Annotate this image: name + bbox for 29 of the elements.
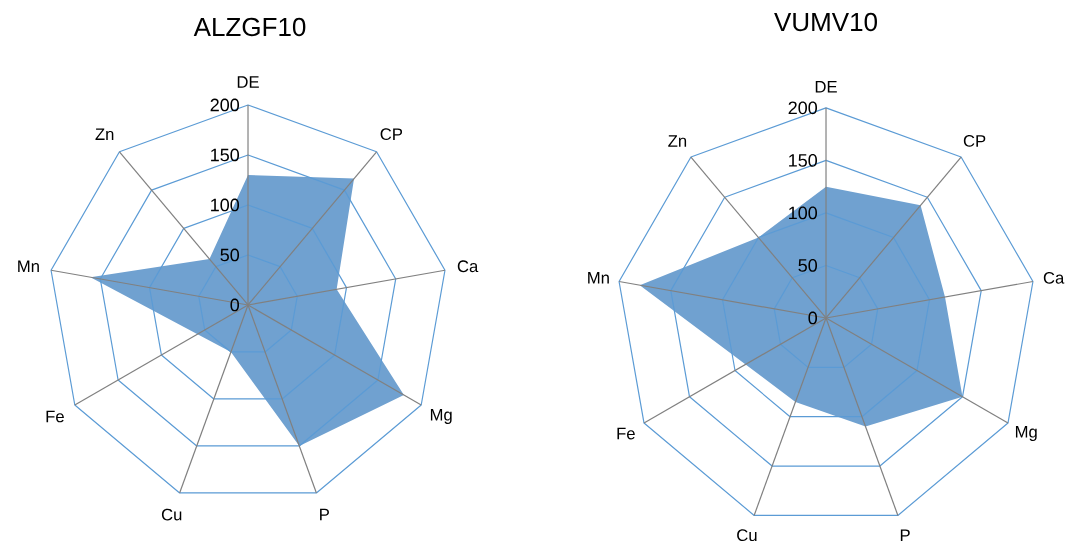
spoke-label: Cu bbox=[161, 508, 182, 521]
y-tick-label: 150 bbox=[789, 154, 818, 167]
spoke-label: Ca bbox=[1043, 271, 1065, 284]
spoke-label: Mg bbox=[1015, 426, 1037, 442]
spoke-label: Fe bbox=[46, 410, 64, 423]
spoke-label: Zn bbox=[668, 135, 687, 147]
y-tick-label: 0 bbox=[230, 298, 240, 312]
y-tick-label: 50 bbox=[220, 248, 240, 262]
spoke-label: Mg bbox=[430, 409, 452, 424]
spoke-label: Mn bbox=[18, 260, 39, 272]
spoke-label: Mn bbox=[588, 272, 609, 284]
spoke-label: CP bbox=[963, 135, 986, 147]
spoke-label: Ca bbox=[457, 260, 479, 273]
spoke-label: CP bbox=[380, 128, 403, 141]
chart-title: ALZGF10 bbox=[193, 17, 306, 37]
spoke-label: DE bbox=[237, 76, 259, 88]
spoke-label: Zn bbox=[95, 128, 114, 140]
spoke-label: P bbox=[320, 508, 329, 521]
y-tick-label: 100 bbox=[789, 206, 818, 220]
y-tick-label: 150 bbox=[211, 148, 240, 162]
y-tick-label: 200 bbox=[210, 98, 240, 112]
spoke-label: P bbox=[900, 529, 910, 541]
y-tick-label: 50 bbox=[798, 259, 818, 272]
y-tick-label: 0 bbox=[808, 311, 818, 325]
spoke-label: DE bbox=[815, 81, 837, 93]
spoke-label: Fe bbox=[617, 427, 635, 440]
y-tick-label: 200 bbox=[788, 101, 818, 115]
spoke-label: Cu bbox=[737, 529, 757, 542]
chart-title: VUMV10 bbox=[774, 12, 877, 32]
